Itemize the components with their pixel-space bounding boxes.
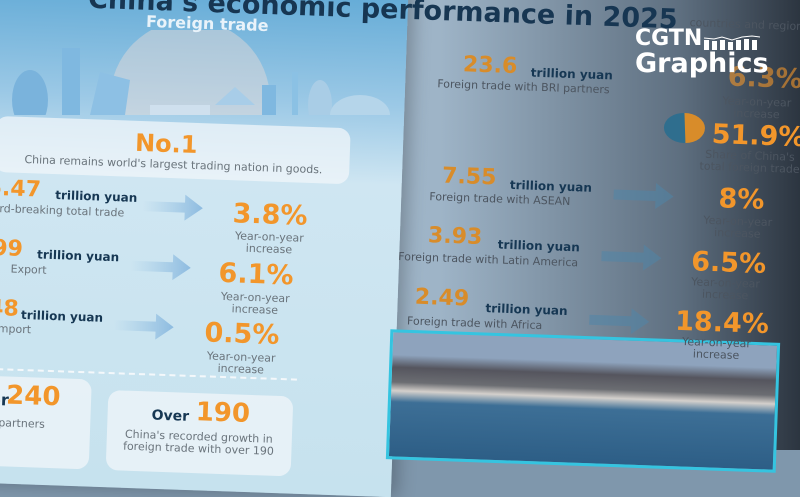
right-row: 3.93 trillion yuan Foreign trade with La… <box>0 0 800 302</box>
unit-label: trillion yuan <box>497 237 581 255</box>
import-value: 18.48 <box>0 294 20 322</box>
pct-value: 0.5% <box>203 317 280 351</box>
growth-value: 190 <box>195 397 251 429</box>
row-label: Export <box>10 262 47 277</box>
left-row: 45.47 trillion yuan Record-breaking tota… <box>0 0 800 256</box>
arrow-right-icon <box>113 313 174 340</box>
partners-card: Over 240 trading partners <box>0 375 92 470</box>
arrow-right-icon <box>130 254 191 281</box>
unit-label: trillion yuan <box>20 307 104 325</box>
growth-card: Over 190 China's recorded growth in fore… <box>105 390 294 477</box>
rank-value: No.1 <box>134 128 198 159</box>
left-row: 18.48 trillion yuan Import 0.5% Year-on-… <box>0 0 800 376</box>
partners-text: trading partners <box>0 415 46 431</box>
yoy-label: Year-on-year increase <box>220 289 290 317</box>
arrow-right-icon <box>142 194 203 221</box>
row-label: Foreign trade with Africa <box>406 314 543 333</box>
yoy-label: Year-on-year increase <box>722 94 792 122</box>
pct-value: 8% <box>717 183 765 216</box>
export-value: 26.99 <box>0 234 24 262</box>
right-row: 2.49 trillion yuan Foreign trade with Af… <box>0 0 800 362</box>
prefix: Over <box>151 407 190 425</box>
unit-label: trillion yuan <box>509 177 593 195</box>
yoy-label: Year-on-year increase <box>703 213 773 241</box>
unit-label: trillion yuan <box>530 65 614 83</box>
unit-label: trillion yuan <box>54 188 138 205</box>
row-label: Import <box>0 322 32 337</box>
yoy-label: Year-on-year increase <box>206 349 276 377</box>
cgtn-graphics-logo: CGTN Graphics <box>635 26 769 79</box>
latam-value: 3.93 <box>427 223 483 250</box>
unit-label: trillion yuan <box>485 301 568 318</box>
growth-text: China's recorded growth in foreign trade… <box>122 427 275 458</box>
row-label: Record-breaking total trade <box>0 201 125 220</box>
total-trade-value: 45.47 <box>0 175 42 203</box>
pct-value: 3.8% <box>232 198 309 232</box>
yoy-label: Year-on-year increase <box>234 229 304 257</box>
bri-value: 23.6 <box>462 52 518 80</box>
city-skyline-illustration <box>12 30 390 115</box>
asean-value: 7.55 <box>441 163 497 191</box>
left-row: 26.99 trillion yuan Export 6.1% Year-on-… <box>0 0 800 317</box>
rank-card: No.1 China remains world's largest tradi… <box>0 115 351 185</box>
pct-value: 6.1% <box>218 257 294 292</box>
share-label: Share of China's total foreign trade <box>699 147 800 177</box>
arrow-right-icon <box>589 308 650 335</box>
yoy-label: Year-on-year increase <box>681 335 752 363</box>
africa-value: 2.49 <box>414 284 470 312</box>
unit-label: trillion yuan <box>36 247 120 265</box>
right-row: 7.55 trillion yuan Foreign trade with AS… <box>0 0 800 241</box>
arrow-right-icon <box>601 244 662 271</box>
share-pie-icon <box>663 112 705 144</box>
bar-chart-logo-icon <box>704 35 761 50</box>
yoy-label: Year-on-year increase <box>690 275 761 303</box>
partners-value: 240 <box>5 380 61 413</box>
arrow-right-icon <box>613 183 674 209</box>
